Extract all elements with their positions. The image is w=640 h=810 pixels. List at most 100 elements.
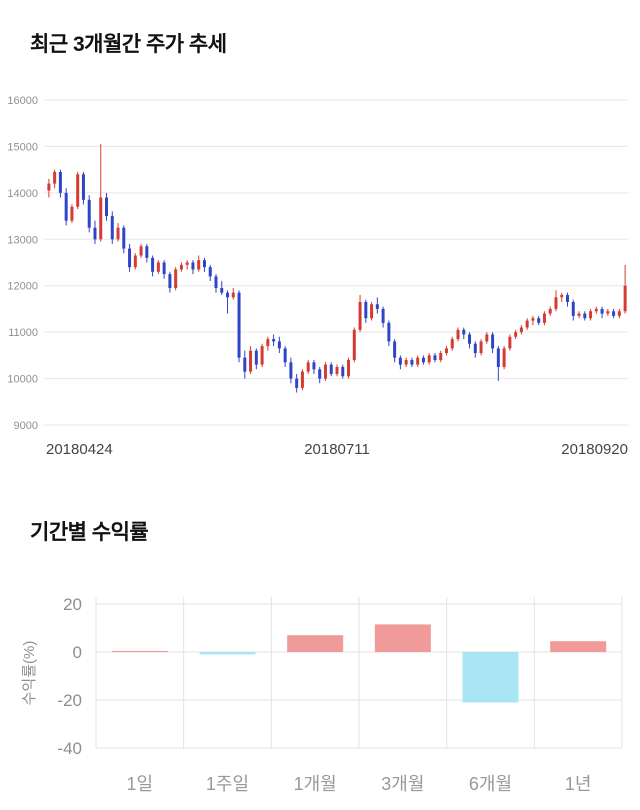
candle-body <box>214 276 218 289</box>
candle-body <box>329 364 333 374</box>
candle-body <box>220 288 224 293</box>
candle-body <box>162 262 166 275</box>
candle-body <box>237 292 241 358</box>
candle-body <box>151 257 155 272</box>
candle-body <box>260 346 264 365</box>
candle-body <box>577 313 581 316</box>
candle-body <box>283 348 287 363</box>
return-bar <box>462 652 519 703</box>
candle-body <box>295 378 299 388</box>
returns-category-label: 3개월 <box>381 774 424 794</box>
candle-body <box>53 171 57 184</box>
candle-body <box>93 227 97 240</box>
candle-body <box>249 350 253 372</box>
candle-body <box>485 334 489 342</box>
candle-body <box>600 308 604 314</box>
returns-y-tick-label: -20 <box>57 691 82 710</box>
price-y-tick-label: 12000 <box>7 281 38 293</box>
candle-body <box>479 341 483 354</box>
candle-body <box>47 183 51 191</box>
returns-chart-svg: 20 0 -20 -40 1일 1주일 1개월 3개월 6개월 1년 수익률(%) <box>21 595 623 794</box>
candle-body <box>623 285 627 312</box>
candle-body <box>58 171 62 193</box>
candle-body <box>289 362 293 379</box>
price-y-tick-label: 14000 <box>7 188 38 200</box>
candle-body <box>594 308 598 312</box>
candle-body <box>583 313 587 319</box>
candle-body <box>398 357 402 365</box>
candle-body <box>266 339 270 347</box>
candle-body <box>168 274 172 289</box>
returns-y-tick-label: 20 <box>63 595 82 614</box>
price-section-title: 최근 3개월간 주가 추세 <box>30 33 227 56</box>
candle-body <box>514 332 518 337</box>
candle-body <box>145 246 149 258</box>
candle-body <box>496 348 500 367</box>
candle-body <box>421 357 425 363</box>
candle-body <box>381 308 385 323</box>
candle-body <box>76 174 80 207</box>
return-bar <box>287 635 344 652</box>
candle-body <box>462 329 466 335</box>
candle-body <box>370 304 374 319</box>
returns-category-label: 6개월 <box>469 774 512 794</box>
returns-y-axis-label: 수익률(%) <box>21 641 38 706</box>
candle-body <box>416 357 420 365</box>
candle-body <box>519 327 523 333</box>
candle-body <box>116 227 120 240</box>
candle-body <box>508 336 512 349</box>
candle-body <box>606 311 610 314</box>
candle-body <box>531 318 535 321</box>
candle-body <box>450 339 454 349</box>
candle-body <box>185 262 189 265</box>
candle-body <box>139 246 143 256</box>
return-bar <box>111 651 168 652</box>
candle-body <box>243 357 247 372</box>
candle-body <box>358 301 362 330</box>
price-y-tick-label: 15000 <box>7 141 38 153</box>
candle-body <box>554 297 558 309</box>
candle-body <box>347 360 351 377</box>
candle-body <box>318 369 322 379</box>
candle-body <box>375 304 379 309</box>
candle-body <box>105 197 109 217</box>
price-y-tick-label: 9000 <box>14 420 38 432</box>
candle-body <box>174 269 178 289</box>
candle-body <box>335 366 339 374</box>
candle-body <box>300 371 304 388</box>
candle-body <box>133 255 137 268</box>
candle-body <box>560 295 564 298</box>
returns-section-title: 기간별 수익률 <box>30 521 149 544</box>
candle-body <box>617 311 621 316</box>
return-bar <box>550 641 607 652</box>
price-y-tick-label: 11000 <box>8 327 38 339</box>
price-x-tick-label: 20180424 <box>46 441 113 458</box>
candle-body <box>81 174 85 200</box>
candle-body <box>128 248 132 268</box>
candle-body <box>110 216 114 240</box>
candle-body <box>589 311 593 319</box>
candle-body <box>404 360 408 365</box>
candle-body <box>439 353 443 360</box>
candle-body <box>352 329 356 360</box>
candle-body <box>468 334 472 344</box>
candle-body <box>525 320 529 328</box>
candle-body <box>306 362 310 372</box>
candle-body <box>542 313 546 323</box>
candle-body <box>393 341 397 358</box>
candle-body <box>202 260 206 268</box>
price-x-tick-label: 20180920 <box>561 441 628 458</box>
returns-category-label: 1년 <box>565 774 592 794</box>
candle-body <box>341 366 345 377</box>
returns-category-label: 1개월 <box>294 774 337 794</box>
price-chart-svg: 16000 15000 14000 13000 12000 11000 10000 9000 2… <box>7 95 628 458</box>
candle-body <box>272 339 276 342</box>
candle-body <box>87 199 91 228</box>
return-bar <box>374 624 431 652</box>
candle-body <box>364 301 368 319</box>
return-bar <box>199 652 256 655</box>
candle-body <box>502 348 506 367</box>
returns-y-tick-label: 0 <box>73 643 82 662</box>
candle-body <box>197 260 201 270</box>
